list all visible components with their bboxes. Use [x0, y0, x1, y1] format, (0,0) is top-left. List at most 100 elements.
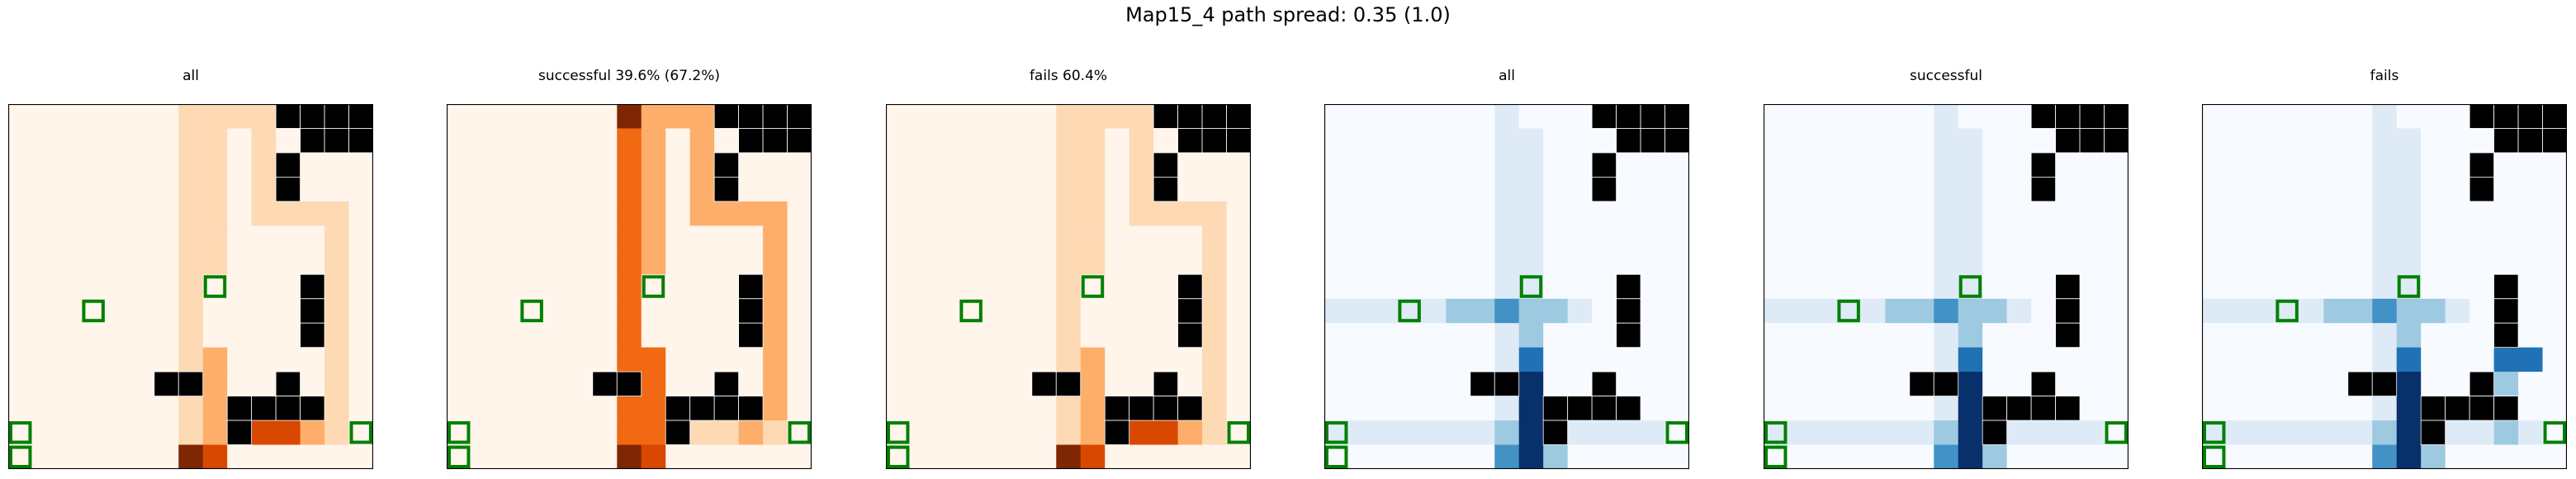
heatmap-cell: [1372, 225, 1398, 251]
wall-cell: [1031, 371, 1057, 396]
heatmap-cell: [2396, 372, 2422, 397]
heatmap-cell: [2542, 177, 2567, 202]
heatmap-cell: [641, 372, 666, 397]
heatmap-cell: [2104, 249, 2129, 275]
heatmap-panel: [447, 104, 812, 469]
heatmap-cell: [2055, 420, 2081, 446]
heatmap-cell: [1007, 323, 1033, 349]
heatmap-cell: [2518, 249, 2544, 275]
heatmap-cell: [1885, 177, 1911, 202]
heatmap-cell: [81, 249, 107, 275]
heatmap-cell: [1592, 201, 1617, 226]
heatmap-cell: [1007, 444, 1033, 469]
heatmap-cell: [154, 396, 179, 421]
heatmap-cell: [1543, 372, 1569, 397]
goal-marker: [9, 421, 32, 444]
heatmap-cell: [1202, 444, 1228, 469]
heatmap-cell: [2006, 274, 2032, 300]
wall-cell: [2542, 104, 2567, 129]
heatmap-cell: [2518, 444, 2544, 469]
heatmap-cell: [1518, 347, 1544, 372]
heatmap-cell: [1177, 249, 1203, 275]
heatmap-cell: [1007, 104, 1033, 129]
heatmap-cell: [1567, 444, 1593, 469]
wall-cell: [1201, 128, 1227, 154]
heatmap-cell: [2518, 323, 2544, 349]
heatmap-cell: [1836, 347, 1862, 372]
heatmap-cell: [910, 347, 935, 372]
heatmap-cell: [2250, 249, 2275, 275]
heatmap-cell: [959, 274, 984, 300]
heatmap-cell: [1226, 152, 1251, 178]
heatmap-cell: [2104, 177, 2129, 202]
heatmap-cell: [1007, 274, 1033, 300]
heatmap-cell: [568, 249, 594, 275]
heatmap-cell: [1664, 225, 1689, 251]
wall-cell: [2079, 128, 2105, 154]
heatmap-cell: [641, 104, 666, 129]
heatmap-cell: [592, 396, 618, 421]
heatmap-cell: [641, 323, 666, 349]
heatmap-cell: [1105, 372, 1130, 397]
heatmap-cell: [447, 104, 471, 129]
heatmap-cell: [178, 225, 204, 251]
heatmap-cell: [1860, 323, 1886, 349]
goal-marker: [959, 299, 983, 323]
heatmap-cell: [665, 128, 691, 154]
heatmap-cell: [617, 420, 642, 446]
heatmap-cell: [1567, 249, 1593, 275]
heatmap-cell: [934, 444, 959, 469]
heatmap-cell: [2006, 177, 2032, 202]
heatmap-cell: [519, 225, 545, 251]
goal-marker: [1519, 275, 1543, 298]
heatmap-cell: [1446, 249, 1471, 275]
heatmap-cell: [227, 201, 253, 226]
wall-cell: [154, 371, 179, 396]
heatmap-cell: [886, 249, 911, 275]
goal-marker: [788, 421, 811, 444]
heatmap-cell: [886, 128, 911, 154]
heatmap-cell: [2202, 177, 2227, 202]
heatmap-cell: [1031, 152, 1057, 178]
heatmap-cell: [1177, 420, 1203, 446]
heatmap-cell: [2421, 152, 2446, 178]
heatmap-cell: [617, 104, 642, 129]
heatmap-cell: [959, 128, 984, 154]
heatmap-cell: [2323, 347, 2349, 372]
heatmap-cell: [543, 152, 569, 178]
heatmap-cell: [178, 444, 204, 469]
heatmap-cell: [1836, 225, 1862, 251]
heatmap-cell: [2250, 225, 2275, 251]
heatmap-cell: [2542, 298, 2567, 324]
heatmap-cell: [1836, 420, 1862, 446]
heatmap-cell: [130, 201, 155, 226]
heatmap-cell: [105, 396, 130, 421]
heatmap-cell: [2372, 249, 2398, 275]
heatmap-cell: [2226, 372, 2252, 397]
heatmap-cell: [2104, 225, 2129, 251]
heatmap-cell: [1372, 128, 1398, 154]
heatmap-cell: [2006, 249, 2032, 275]
heatmap-cell: [1348, 177, 1374, 202]
heatmap-cell: [1592, 225, 1617, 251]
wall-cell: [1933, 371, 1959, 396]
heatmap-cell: [568, 104, 594, 129]
wall-cell: [1153, 177, 1178, 202]
heatmap-cell: [1056, 201, 1082, 226]
heatmap-cell: [1494, 177, 1520, 202]
heatmap-cell: [1397, 323, 1423, 349]
heatmap-cell: [2299, 372, 2324, 397]
wall-cell: [300, 273, 325, 300]
heatmap-cell: [202, 444, 228, 469]
heatmap-cell: [2299, 177, 2324, 202]
heatmap-cell: [2372, 128, 2398, 154]
heatmap-cell: [910, 104, 935, 129]
heatmap-cell: [227, 177, 253, 202]
heatmap-cell: [910, 323, 935, 349]
heatmap-cell: [910, 128, 935, 154]
heatmap-cell: [519, 396, 545, 421]
goal-marker: [2203, 445, 2226, 468]
heatmap-cell: [1764, 177, 1788, 202]
heatmap-cell: [983, 201, 1008, 226]
heatmap-cell: [8, 347, 33, 372]
